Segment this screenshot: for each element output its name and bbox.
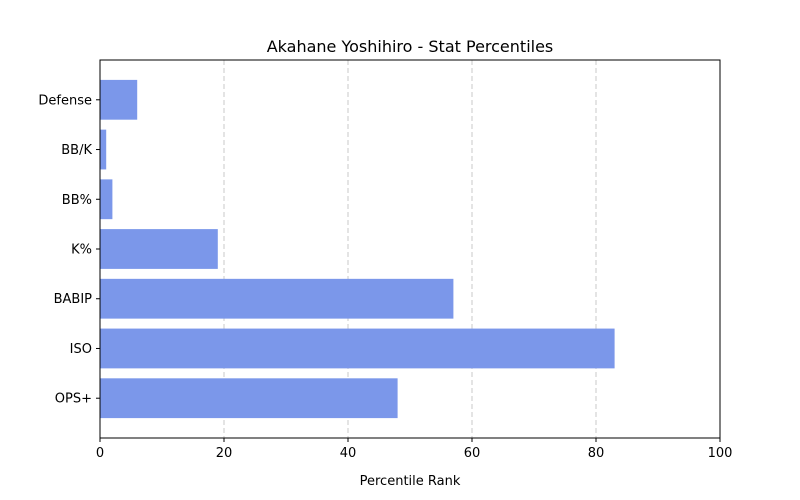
- x-tick-label: 100: [708, 446, 733, 461]
- y-tick-label: ISO: [70, 342, 92, 357]
- y-tick-label: OPS+: [55, 392, 92, 407]
- y-tick-label: Defense: [38, 93, 92, 108]
- bar-ops-: [100, 378, 398, 419]
- bar-bb-k: [100, 129, 107, 170]
- y-tick-label: BB%: [62, 193, 92, 208]
- x-tick-label: 0: [96, 446, 104, 461]
- chart-title: Akahane Yoshihiro - Stat Percentiles: [267, 37, 554, 56]
- y-tick-label: BB/K: [61, 143, 92, 158]
- y-tick-label: K%: [71, 243, 92, 258]
- bar-defense: [100, 79, 138, 120]
- x-axis: 0 20 40 60 80 100: [96, 438, 733, 461]
- x-tick-label: 60: [464, 446, 481, 461]
- x-tick-label: 20: [216, 446, 233, 461]
- x-tick-label: 40: [340, 446, 357, 461]
- y-axis: Defense BB/K BB% K% BABIP ISO OPS+: [38, 93, 100, 407]
- grid-lines: [223, 60, 597, 438]
- x-axis-label: Percentile Rank: [360, 474, 461, 489]
- bar-bb-: [100, 179, 113, 220]
- bars: [100, 79, 615, 419]
- y-tick-label: BABIP: [54, 292, 93, 307]
- bar-babip: [100, 278, 454, 319]
- bar-iso: [100, 328, 615, 369]
- x-tick-label: 80: [588, 446, 605, 461]
- bar-k-: [100, 229, 218, 269]
